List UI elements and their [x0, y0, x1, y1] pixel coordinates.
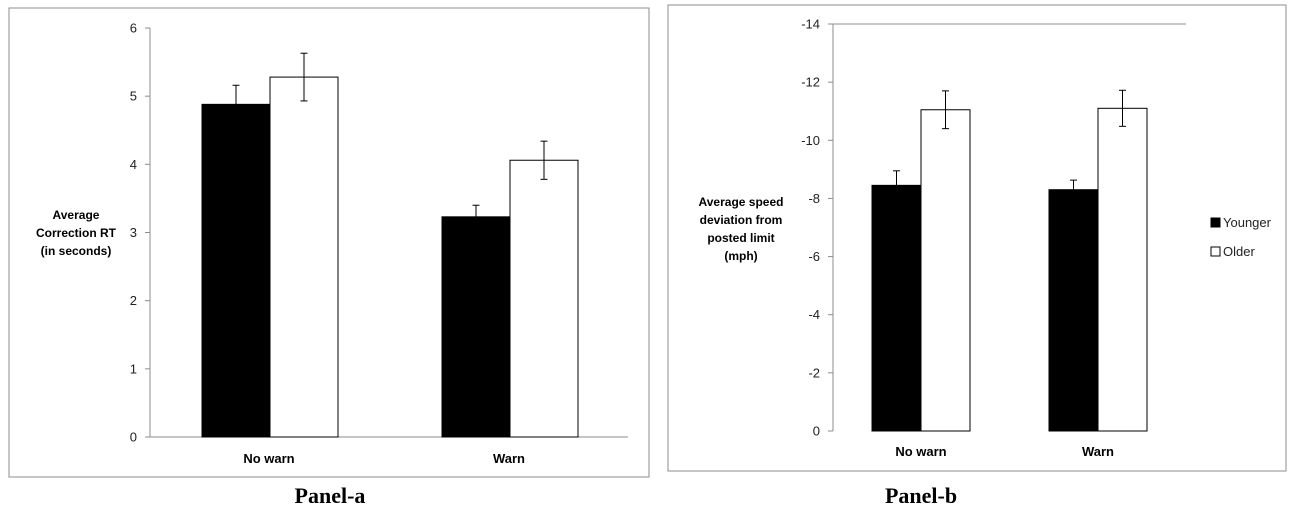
a-y-tick-label-2: 2 [130, 293, 137, 308]
a-errorbar-younger-0 [232, 84, 240, 124]
panel-b-frame [667, 4, 1287, 472]
b-errorbar-older-0 [942, 90, 949, 130]
b-bar-younger-1 [1048, 189, 1099, 432]
b-y-tick-label-7: -14 [801, 17, 820, 32]
legend-label-younger: Younger [1223, 215, 1272, 230]
panel-b-ylabel-line-3: posted limit [707, 231, 774, 245]
panel-a-caption: Panel-a [295, 483, 366, 508]
b-y-tick-label-6: -12 [801, 75, 820, 90]
panel-b-category-1: Warn [1082, 444, 1114, 459]
legend-swatch-older [1210, 246, 1221, 257]
panel-a-ylabel-line-3: (in seconds) [41, 244, 112, 258]
panel-b: 0 -2 -4 -6 -8 -10 -12 -14 No warn Warn Average … [667, 4, 1287, 508]
a-bar-younger-1 [441, 216, 511, 438]
panel-b-ylabel-line-1: Average speed [699, 195, 784, 209]
b-y-tick-label-0: 0 [813, 424, 820, 439]
panel-b-ylabel-line-4: (mph) [724, 249, 757, 263]
legend-label-older: Older [1223, 244, 1255, 259]
a-errorbar-older-1 [540, 140, 548, 180]
a-errorbar-older-0 [300, 52, 308, 102]
a-y-tick-label-4: 4 [130, 157, 137, 172]
b-y-tick-label-4: -8 [808, 191, 820, 206]
b-errorbar-younger-0 [893, 170, 900, 201]
b-y-tick-label-5: -10 [801, 133, 820, 148]
panel-a-ylabel-line-1: Average [53, 208, 100, 222]
legend-swatch-younger [1210, 217, 1221, 228]
b-bar-older-1 [1097, 107, 1148, 432]
b-y-tick-label-1: -2 [808, 365, 820, 380]
a-y-tick-label-5: 5 [130, 89, 137, 104]
b-errorbar-younger-1 [1070, 179, 1077, 200]
panel-a-ylabel-line-2: Correction RT [36, 226, 117, 240]
panel-a-category-1: Warn [493, 451, 525, 466]
b-y-tick-label-2: -4 [808, 307, 820, 322]
a-errorbar-younger-1 [472, 204, 480, 229]
panel-b-ylabel-line-2: deviation from [700, 213, 783, 227]
a-y-tick-label-0: 0 [130, 430, 137, 445]
legend: Younger Older [1210, 215, 1272, 259]
b-bar-older-0 [920, 109, 971, 432]
b-errorbar-older-1 [1119, 89, 1126, 127]
panel-a-category-0: No warn [243, 451, 294, 466]
b-bar-younger-0 [871, 184, 922, 432]
panel-b-caption: Panel-b [885, 483, 957, 508]
a-bar-older-1 [509, 159, 579, 438]
a-bar-older-0 [269, 76, 339, 438]
a-bar-younger-0 [201, 103, 271, 438]
a-y-tick-label-3: 3 [130, 225, 137, 240]
panel-b-category-0: No warn [895, 444, 946, 459]
panel-a: 0 1 2 3 4 5 6 No warn Warn Average Correction … [8, 7, 650, 508]
a-y-tick-label-1: 1 [130, 361, 137, 376]
a-y-tick-label-6: 6 [130, 21, 137, 36]
b-y-tick-label-3: -6 [808, 249, 820, 264]
